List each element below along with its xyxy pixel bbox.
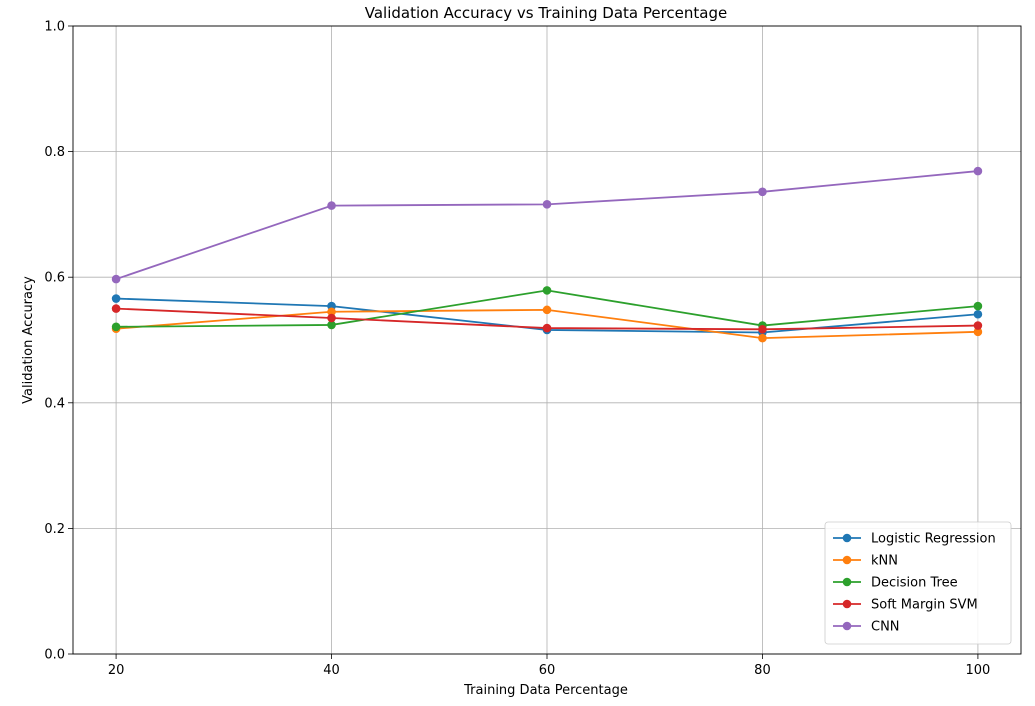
data-point: [758, 187, 767, 197]
legend: Logistic Regression kNN Decision Tree Soft …: [824, 521, 1012, 645]
data-point: [111, 294, 121, 303]
y-tick-label: 0.2: [44, 522, 65, 537]
legend-item: Soft Margin SVM: [833, 598, 978, 613]
legend-marker: [842, 533, 852, 543]
data-point: [542, 200, 552, 209]
legend-label: Logistic Regression: [871, 532, 996, 547]
data-point: [973, 327, 983, 337]
legend-item: CNN: [833, 620, 900, 635]
legend-label: CNN: [871, 620, 900, 635]
series-layer: [111, 166, 983, 343]
legend-item: Logistic Regression: [833, 532, 996, 547]
legend-label: Decision Tree: [871, 576, 958, 591]
y-tick-label: 0.4: [44, 396, 65, 411]
legend-label: kNN: [871, 554, 898, 569]
data-point: [758, 325, 767, 334]
x-tick-label: 60: [539, 663, 556, 678]
legend-marker: [842, 621, 852, 631]
data-point: [542, 286, 552, 295]
legend-item: Decision Tree: [833, 576, 958, 591]
data-point: [111, 322, 121, 332]
data-point: [973, 301, 983, 311]
legend-item: kNN: [833, 554, 898, 569]
x-tick-label: 20: [108, 663, 125, 678]
data-point: [327, 201, 336, 210]
y-tick-label: 1.0: [44, 20, 65, 35]
y-tick-label: 0.0: [44, 648, 65, 663]
data-point: [327, 313, 336, 323]
data-point: [973, 309, 983, 319]
data-point: [327, 320, 336, 330]
legend-marker: [842, 577, 852, 587]
series-cnn: [111, 166, 983, 284]
x-tick-label: 80: [754, 663, 771, 678]
plot-frame: [72, 25, 1022, 655]
data-point: [542, 323, 552, 333]
y-tick-label: 0.8: [44, 145, 65, 160]
data-point: [111, 304, 121, 313]
legend-label: Soft Margin SVM: [871, 598, 978, 613]
legend-marker: [842, 599, 852, 609]
x-tick-label: 40: [323, 663, 340, 678]
x-tick-label: 100: [965, 663, 990, 678]
series-soft-margin-svm: [111, 304, 983, 334]
y-axis-label: Validation Accuracy: [21, 276, 36, 404]
y-tick-label: 0.6: [44, 271, 65, 286]
axes: 20 40 60 80 100 0.0 0.2 0.4 0.6 0.8 1.0: [44, 20, 1022, 678]
data-point: [758, 333, 767, 343]
legend-box: [824, 521, 1012, 645]
data-point: [973, 166, 983, 176]
series-decision-tree: [111, 286, 983, 332]
data-point: [973, 321, 983, 330]
chart-title: Validation Accuracy vs Training Data Per…: [365, 4, 727, 22]
data-point: [327, 307, 336, 317]
x-axis-label: Training Data Percentage: [463, 683, 628, 698]
data-point: [542, 305, 552, 315]
data-point: [111, 274, 121, 284]
legend-marker: [842, 555, 852, 565]
